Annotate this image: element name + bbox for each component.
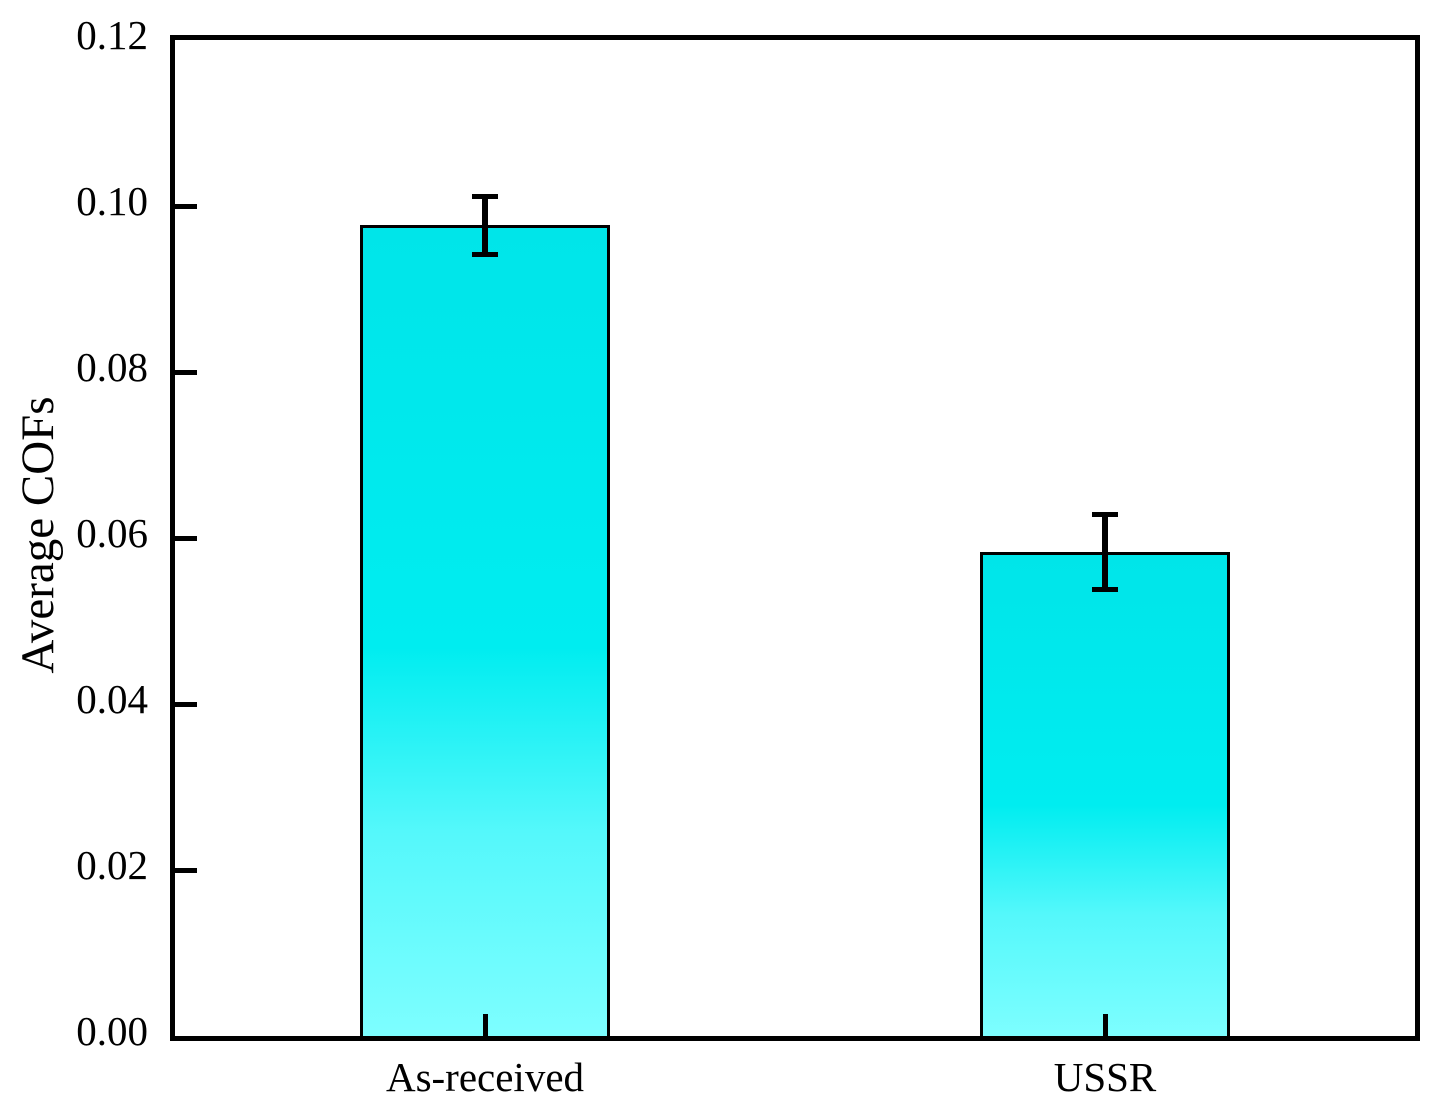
y-axis-tick-label: 0.10 <box>76 178 148 224</box>
y-axis-tick-label: 0.08 <box>76 344 148 390</box>
error-bar-stem <box>482 196 488 255</box>
bar-as-received <box>360 225 610 1036</box>
y-axis-tick <box>175 701 197 707</box>
y-axis-tick <box>175 867 197 873</box>
x-axis-category-label: USSR <box>1053 1054 1157 1100</box>
bar-ussr <box>980 552 1230 1036</box>
error-bar-cap-bottom <box>472 251 498 257</box>
y-axis-tick-label: 0.04 <box>76 676 148 722</box>
x-axis-tick <box>1102 1014 1108 1036</box>
error-bar-cap-top <box>472 193 498 199</box>
y-axis-tick-label: 0.06 <box>76 510 148 556</box>
y-axis-tick <box>175 535 197 541</box>
y-axis-tick-label: 0.00 <box>76 1008 148 1054</box>
error-bar-cap-bottom <box>1092 586 1118 592</box>
y-axis-tick-label: 0.12 <box>76 12 148 58</box>
y-axis-tick-label: 0.02 <box>76 842 148 888</box>
error-bar-stem <box>1102 514 1108 590</box>
y-axis-tick <box>175 203 197 209</box>
error-bar-cap-top <box>1092 512 1118 518</box>
x-axis-tick <box>482 1014 488 1036</box>
y-axis-tick <box>175 369 197 375</box>
x-axis-category-label: As-received <box>385 1054 585 1100</box>
plot-area <box>170 35 1420 1041</box>
